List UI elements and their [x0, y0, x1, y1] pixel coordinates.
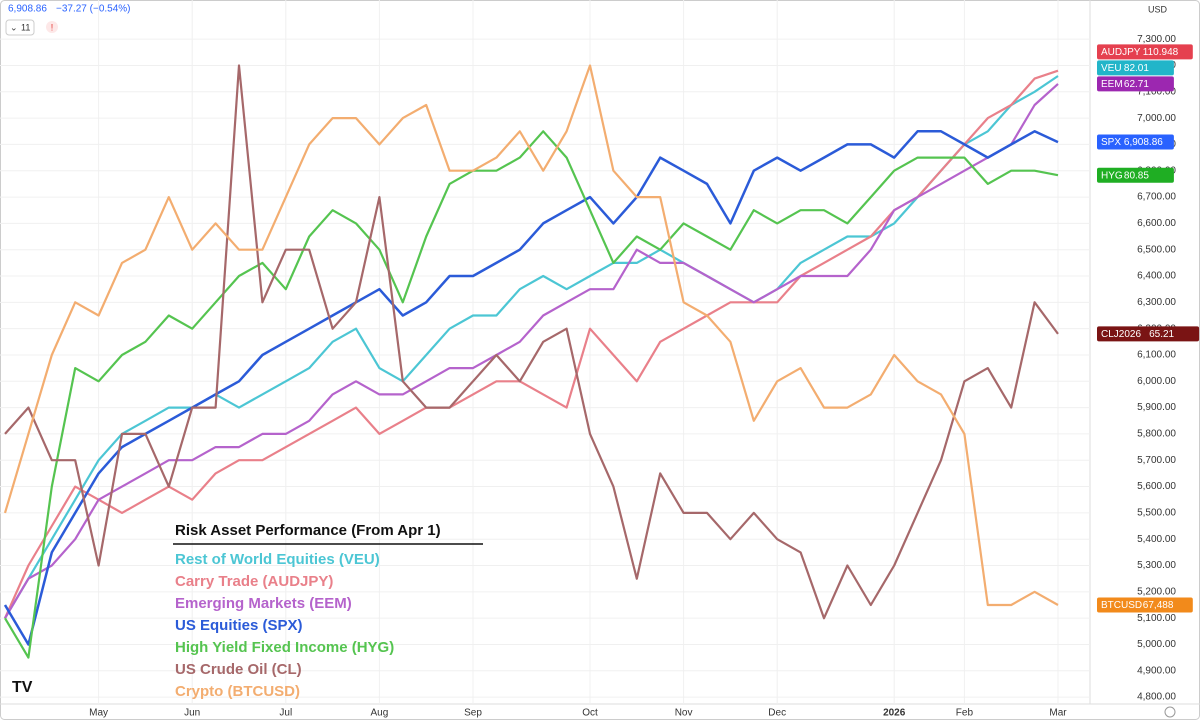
y-tick-label: 7,100.00 [1137, 86, 1176, 97]
price-change: −37.27 (−0.54%) [56, 4, 131, 15]
price-tag-value: 80.85 [1124, 170, 1149, 181]
x-tick-label: Jul [279, 708, 292, 719]
legend-entry: Rest of World Equities (VEU) [175, 551, 380, 568]
currency[interactable]: USD [1148, 4, 1168, 14]
price-tag [1097, 44, 1193, 60]
y-tick-label: 6,700.00 [1137, 192, 1176, 203]
settings-icon[interactable] [1164, 706, 1176, 718]
y-tick-label: 5,200.00 [1137, 586, 1176, 597]
y-tick-label: 7,000.00 [1137, 113, 1176, 124]
price-tag [1097, 326, 1200, 342]
series-line [4, 64, 1059, 620]
price-tag-value: 110.948 [1143, 47, 1179, 58]
x-tick-label: 2026 [883, 708, 906, 719]
price-tag [1097, 597, 1193, 613]
y-tick-label: 5,500.00 [1137, 508, 1176, 519]
x-tick-label: Nov [675, 708, 693, 719]
legend-title: Risk Asset Performance (From Apr 1) [175, 522, 441, 539]
x-tick-label: Jun [184, 708, 200, 719]
price-tag [1097, 167, 1174, 183]
price-tag [1097, 60, 1174, 76]
y-tick-label: 5,400.00 [1137, 534, 1176, 545]
series-line [3, 64, 1059, 607]
x-tick-label: Mar [1049, 708, 1067, 719]
alert-icon-glyph: ! [51, 22, 54, 32]
y-tick-label: 6,400.00 [1137, 271, 1176, 282]
series-line [4, 83, 1059, 619]
y-tick-label: 5,700.00 [1137, 455, 1176, 466]
y-tick-label: 5,900.00 [1137, 402, 1176, 413]
x-tick-label: Aug [371, 708, 389, 719]
price-tag-name: AUDJPY [1101, 47, 1141, 58]
x-tick-label: Feb [956, 708, 974, 719]
y-tick-label: 5,600.00 [1137, 481, 1176, 492]
price-tag-name: EEM [1101, 79, 1123, 90]
price-tag-value: 62.71 [1124, 79, 1149, 90]
y-tick-label: 5,800.00 [1137, 429, 1176, 440]
price-tag-value: 67,488 [1143, 600, 1174, 611]
y-tick-label: 6,500.00 [1137, 244, 1176, 255]
legend-entry: Carry Trade (AUDJPY) [175, 573, 333, 590]
price-tag-name: VEU [1101, 63, 1122, 74]
price-tag [1097, 76, 1174, 92]
y-tick-label: 7,300.00 [1137, 34, 1176, 45]
legend-entry: US Equities (SPX) [175, 617, 303, 634]
x-tick-label: Dec [768, 708, 786, 719]
y-tick-label: 4,800.00 [1137, 692, 1176, 703]
legend-entry: Emerging Markets (EEM) [175, 595, 352, 612]
interval: 11 [21, 22, 30, 32]
plot [0, 0, 1090, 704]
y-tick-label: 6,000.00 [1137, 376, 1176, 387]
legend-entry: High Yield Fixed Income (HYG) [175, 639, 394, 656]
y-tick-label: 4,900.00 [1137, 665, 1176, 676]
price-tag-name: SPX [1101, 137, 1121, 148]
x-tick-label: Oct [582, 708, 598, 719]
price-tag-value: 82.01 [1124, 63, 1149, 74]
interval-chevron: ⌄ [10, 22, 18, 32]
price-tag-value: 6,908.86 [1124, 137, 1163, 148]
price-tag-value: 65.21 [1149, 329, 1174, 340]
y-tick-label: 6,300.00 [1137, 297, 1176, 308]
y-tick-label: 5,000.00 [1137, 639, 1176, 650]
price: 6,908.86 [8, 4, 47, 15]
logo: TV [12, 679, 33, 696]
price-tag-name: BTCUSD [1101, 600, 1142, 611]
legend-entry: Crypto (BTCUSD) [175, 683, 300, 700]
price-tag [1097, 134, 1174, 150]
y-tick-label: 5,300.00 [1137, 560, 1176, 571]
y-tick-label: 5,100.00 [1137, 613, 1176, 624]
legend-entry: US Crude Oil (CL) [175, 661, 302, 678]
y-tick-label: 6,600.00 [1137, 218, 1176, 229]
x-tick-label: May [89, 708, 108, 719]
price-tag-name: CLJ2026 [1101, 329, 1141, 340]
price-tag-name: HYG [1101, 170, 1123, 181]
alert-icon[interactable] [46, 21, 58, 33]
x-tick-label: Sep [464, 708, 482, 719]
series-line [3, 69, 1059, 619]
y-tick-label: 6,100.00 [1137, 350, 1176, 361]
series-line [3, 130, 1059, 646]
interval-button[interactable] [5, 19, 35, 36]
series-line [4, 130, 1059, 659]
